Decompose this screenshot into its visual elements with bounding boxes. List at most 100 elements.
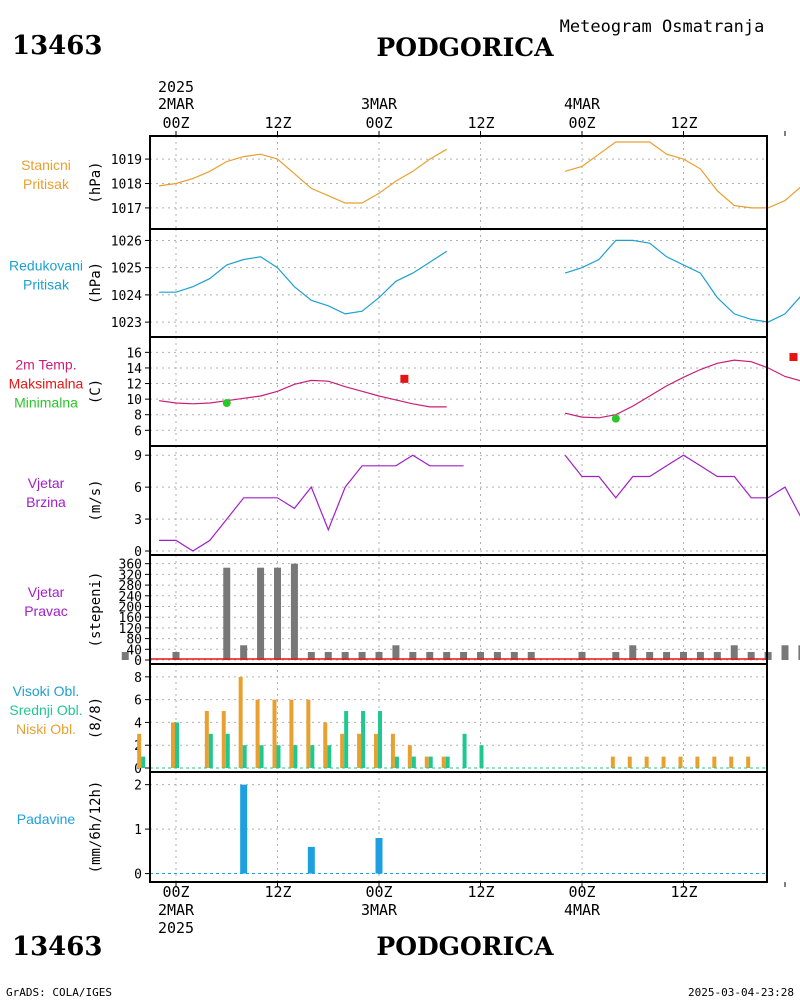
panels-container: 101710181019(hPa)StanicniPritisak1023102… [9, 131, 800, 887]
cloud-bar [175, 722, 179, 768]
top-day-label: 3MAR [361, 95, 398, 113]
top-hour-label: 00Z [568, 114, 595, 132]
bottom-day-label: 3MAR [361, 901, 398, 919]
y-tick-label: 280 [119, 579, 142, 594]
series-line [159, 379, 447, 408]
wind-direction-bar [392, 645, 400, 660]
cloud-bar [441, 756, 446, 768]
y-axis-label: (stepeni) [88, 572, 104, 648]
wind-direction-bar [375, 651, 383, 660]
cloud-bar [361, 711, 366, 768]
wind-direction-bar [646, 651, 654, 660]
y-tick-label: 320 [119, 568, 142, 583]
wind-direction-bar [324, 651, 332, 660]
y-axis-label: (m/s) [88, 479, 104, 521]
wind-direction-bar [696, 651, 704, 660]
max-temp-marker [400, 374, 409, 383]
y-tick-label: 9 [134, 449, 142, 464]
y-tick-label: 1017 [111, 202, 142, 217]
bottom-hour-label: 12Z [670, 883, 697, 901]
bottom-hour-label: 00Z [365, 883, 392, 901]
cloud-bar [424, 756, 429, 768]
wind-direction-bar [663, 651, 671, 660]
cloud-bar [695, 756, 700, 768]
wind-direction-bar [307, 651, 315, 660]
cloud-bar [411, 756, 416, 768]
min-temp-marker [611, 414, 620, 423]
panel-frame [149, 445, 768, 556]
y-tick-label: 12 [126, 378, 142, 393]
y-tick-label: 1024 [111, 289, 142, 304]
padavine-panel: 0 1 2 (mm/6h/12h) Padavine [17, 771, 768, 883]
min-temp-marker [222, 399, 231, 408]
wind-direction-bar [409, 651, 417, 660]
panel-frame [149, 228, 768, 338]
station-id-top: 13463 [12, 31, 102, 61]
y-axis-label: (C) [88, 379, 104, 404]
wind-direction-bar [764, 651, 772, 660]
cloud-bar [137, 733, 142, 768]
y-tick-label: 0 [134, 545, 142, 560]
max-temp-marker [789, 353, 798, 362]
y-axis-label: (8/8) [88, 697, 104, 739]
panel-label: Pritisak [23, 277, 70, 293]
top-hour-label: 12Z [670, 114, 697, 132]
panel-label: Minimalna [14, 395, 78, 411]
y-tick-label: 16 [126, 346, 142, 361]
y-axis-label: (mm/6h/12h) [88, 781, 104, 874]
panel-label: Niski Obl. [16, 721, 76, 737]
panel-label: Pravac [24, 603, 68, 619]
cloud-bar [255, 699, 260, 768]
wind-direction-bar [493, 651, 501, 660]
cloud-bar [729, 756, 734, 768]
wind-direction-bar [257, 567, 265, 660]
panel-frame [149, 135, 768, 230]
y-tick-label: 8 [134, 409, 142, 424]
precip-bar [240, 784, 248, 874]
y-tick-label: 10 [126, 393, 142, 408]
wind-direction-bar [629, 645, 637, 660]
y-tick-label: 4 [134, 716, 142, 731]
bottom-hour-label: 00Z [568, 883, 595, 901]
bottom-year-label: 2025 [158, 919, 194, 937]
y-tick-label: 160 [119, 611, 142, 626]
panel-label: Maksimalna [9, 376, 84, 392]
precip-bar [375, 838, 383, 874]
generated-timestamp: 2025-03-04-23:28 [688, 986, 794, 999]
wind-direction-bar [477, 651, 484, 660]
series-line [564, 239, 800, 323]
cloud-bar [204, 711, 209, 768]
cloud-bar [272, 699, 277, 768]
precip-bar [307, 846, 315, 874]
station-id-bottom: 13463 [12, 932, 102, 962]
y-tick-label: 2 [134, 779, 142, 794]
y-tick-label: 360 [119, 558, 142, 573]
wind-direction-bar [172, 651, 180, 660]
y-tick-label: 6 [134, 694, 142, 709]
cloud-bar [289, 699, 294, 768]
bottom-day-label: 4MAR [564, 901, 601, 919]
y-axis-label: (hPa) [88, 161, 104, 203]
y-tick-label: 80 [126, 633, 142, 648]
wind-direction-bar [527, 651, 535, 660]
bottom-hour-label: 12Z [264, 883, 291, 901]
cloud-bar [479, 745, 484, 768]
wind-direction-bar [510, 651, 518, 660]
wind-direction-bar [426, 651, 434, 660]
cloud-bar [225, 733, 230, 768]
cloud-bar [390, 733, 395, 768]
panel-frame [149, 336, 768, 447]
cloud-bar [627, 756, 632, 768]
bottom-hour-label: 12Z [467, 883, 494, 901]
product-title: Meteogram Osmatranja [560, 17, 765, 37]
cloud-bar [712, 756, 717, 768]
series-line [159, 250, 448, 315]
cloud-bar [407, 745, 412, 768]
station-name-bottom: PODGORICA [376, 932, 554, 961]
wind-direction-bar [713, 651, 721, 660]
panel-label: 2m Temp. [15, 357, 76, 373]
bottom-day-label: 2MAR [158, 901, 195, 919]
cloud-bar [242, 745, 247, 768]
